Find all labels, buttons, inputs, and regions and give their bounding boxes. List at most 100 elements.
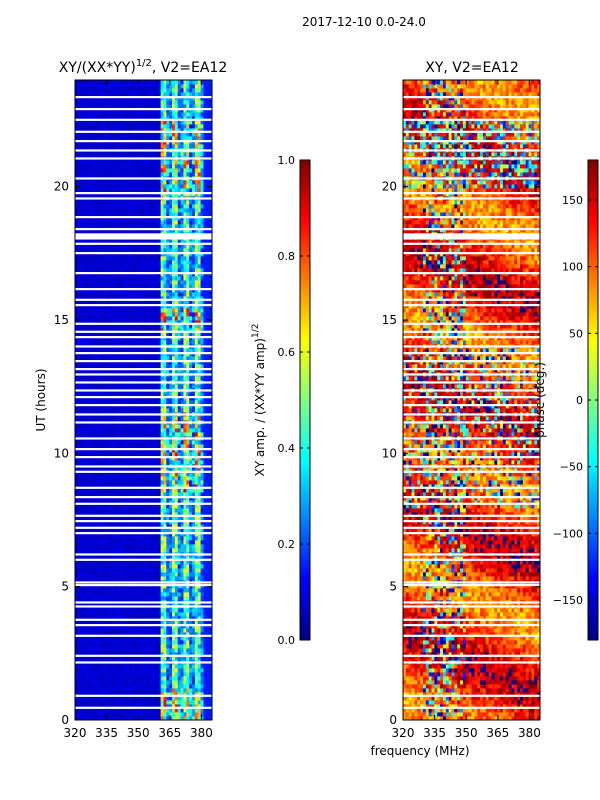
heatmap-cell (77, 692, 82, 697)
heatmap-cell (120, 452, 124, 457)
heatmap-cell (209, 696, 213, 701)
heatmap-cell (157, 588, 162, 593)
heatmap-cell (103, 424, 107, 429)
heatmap-cell (134, 540, 139, 545)
heatmap-cell (192, 644, 196, 649)
heatmap-cell (146, 540, 150, 545)
heatmap-cell (75, 704, 79, 709)
heatmap-cell (172, 572, 176, 577)
heatmap-cell (77, 636, 82, 641)
heatmap-cell (100, 700, 104, 705)
heatmap-cell (203, 620, 207, 625)
heatmap-cell (172, 680, 176, 685)
heatmap-cell (106, 324, 110, 329)
heatmap-cell (77, 348, 82, 353)
heatmap-cell (92, 512, 96, 517)
heatmap-cell (134, 428, 139, 433)
heatmap-cell (166, 708, 170, 713)
heatmap-cell (120, 712, 124, 717)
heatmap-cell (186, 672, 190, 677)
heatmap-cell (189, 452, 193, 457)
heatmap-cell (194, 636, 199, 641)
heatmap-cell (152, 392, 156, 397)
heatmap-cell (80, 440, 84, 445)
heatmap-cell (86, 384, 90, 389)
heatmap-cell (163, 424, 167, 429)
heatmap-cell (94, 476, 99, 481)
heatmap-cell (166, 544, 170, 549)
heatmap-cell (129, 332, 133, 337)
heatmap-cell (189, 408, 193, 413)
heatmap-cell (149, 644, 153, 649)
heatmap-cell (140, 440, 144, 445)
heatmap-cell (77, 572, 82, 577)
heatmap-cell (192, 308, 196, 313)
heatmap-cell (154, 324, 159, 329)
heatmap-cell (192, 392, 196, 397)
heatmap-cell (160, 676, 164, 681)
heatmap-cell (157, 428, 162, 433)
heatmap-cell (134, 644, 139, 649)
heatmap-cell (123, 416, 127, 421)
heatmap-cell (203, 512, 207, 517)
heatmap-cell (75, 640, 79, 645)
heatmap-cell (109, 376, 113, 381)
heatmap-cell (89, 468, 93, 473)
heatmap-cell (129, 568, 133, 573)
heatmap-cell (117, 588, 122, 593)
heatmap-cell (123, 400, 127, 405)
heatmap-cell (192, 572, 196, 577)
heatmap-cell (106, 632, 110, 637)
heatmap-cell (157, 636, 162, 641)
heatmap-cell (209, 452, 213, 457)
heatmap-cell (203, 676, 207, 681)
heatmap-cell (137, 332, 142, 337)
heatmap-cell (186, 564, 190, 569)
heatmap-cell (117, 540, 122, 545)
heatmap-cell (203, 508, 207, 513)
heatmap-cell (203, 700, 207, 705)
heatmap-cell (134, 596, 139, 601)
heatmap-cell (206, 340, 210, 345)
heatmap-cell (114, 308, 119, 313)
heatmap-cell (106, 616, 110, 621)
heatmap-cell (192, 480, 196, 485)
heatmap-cell (194, 528, 199, 533)
heatmap-cell (146, 480, 150, 485)
heatmap-cell (174, 640, 179, 645)
heatmap-cell (129, 668, 133, 673)
heatmap-cell (134, 620, 139, 625)
heatmap-cell (77, 324, 82, 329)
heatmap-cell (149, 384, 153, 389)
heatmap-cell (92, 652, 96, 657)
heatmap-cell (75, 516, 79, 521)
heatmap-cell (100, 364, 104, 369)
heatmap-cell (180, 704, 184, 709)
heatmap-cell (143, 400, 147, 405)
heatmap-cell (163, 432, 167, 437)
heatmap-cell (149, 648, 153, 653)
heatmap-cell (112, 612, 116, 617)
heatmap-cell (160, 440, 164, 445)
heatmap-cell (75, 348, 79, 353)
heatmap-cell (163, 452, 167, 457)
heatmap-cell (166, 320, 170, 325)
heatmap-cell (86, 392, 90, 397)
heatmap-cell (132, 440, 136, 445)
heatmap-cell (163, 568, 167, 573)
heatmap-cell (106, 440, 110, 445)
heatmap-cell (114, 500, 119, 505)
heatmap-cell (94, 596, 99, 601)
heatmap-cell (94, 428, 99, 433)
heatmap-cell (83, 684, 87, 689)
heatmap-cell (92, 680, 96, 685)
heatmap-cell (197, 632, 201, 637)
heatmap-cell (209, 472, 213, 477)
heatmap-cell (172, 684, 176, 689)
heatmap-cell (126, 564, 130, 569)
heatmap-cell (194, 328, 199, 333)
heatmap-cell (203, 616, 207, 621)
heatmap-cell (112, 544, 116, 549)
heatmap-cell (117, 460, 122, 465)
heatmap-cell (160, 556, 164, 561)
